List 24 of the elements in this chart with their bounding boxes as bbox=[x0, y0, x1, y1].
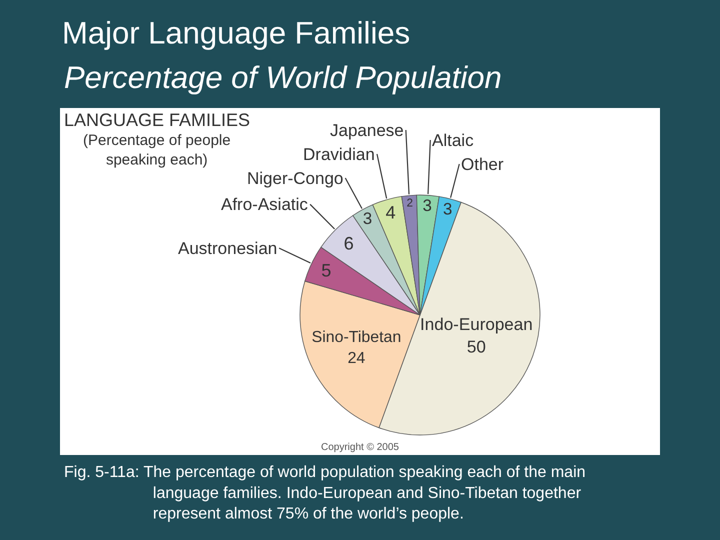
slice-label: Altaic bbox=[432, 131, 474, 150]
slice-label: Sino-Tibetan bbox=[312, 329, 402, 346]
slice-label: Niger-Congo bbox=[247, 169, 344, 188]
caption: Fig. 5-11a: The percentage of world population speaking each of the main language families. Indo-European and Sino-Tibetan together represent almost 75% of the world’s people. bbox=[64, 464, 586, 523]
slice-label: Japanese bbox=[330, 121, 404, 140]
data-label: 3 bbox=[443, 199, 452, 218]
data-label: 2 bbox=[406, 197, 413, 210]
data-label: 50 bbox=[466, 337, 486, 356]
slice-label: Austronesian bbox=[178, 239, 278, 258]
slice-label: Other bbox=[461, 155, 504, 174]
data-label: 6 bbox=[344, 233, 354, 254]
slice-label: Afro-Asiatic bbox=[221, 195, 308, 214]
data-label: 24 bbox=[348, 350, 366, 367]
text: Copyright © 2005 bbox=[321, 442, 400, 453]
data-label: 3 bbox=[362, 209, 372, 228]
data-label: 5 bbox=[321, 260, 332, 280]
text: LANGUAGE FAMILIES bbox=[64, 110, 250, 130]
slice-label: Indo-European bbox=[420, 315, 533, 334]
data-label: 3 bbox=[422, 196, 432, 216]
chart-title: Major Language Families bbox=[62, 16, 410, 51]
slice-label: Dravidian bbox=[303, 145, 375, 164]
chart-subtitle: Percentage of World Population bbox=[64, 60, 502, 95]
data-label: 4 bbox=[386, 202, 396, 222]
text: (Percentage of people speaking each) bbox=[83, 132, 231, 168]
